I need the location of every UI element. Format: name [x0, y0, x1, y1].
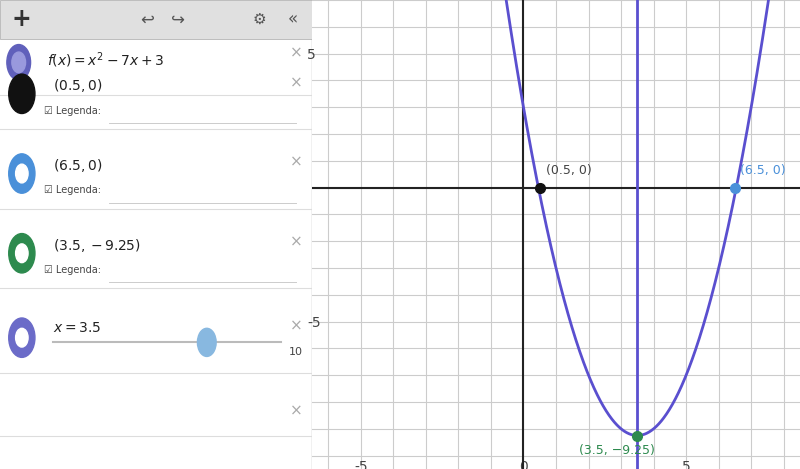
Text: (3.5, −9.25): (3.5, −9.25) — [578, 444, 654, 457]
Circle shape — [16, 244, 28, 263]
Circle shape — [198, 328, 216, 356]
Text: ×: × — [290, 46, 302, 61]
Text: +: + — [12, 8, 32, 31]
Circle shape — [12, 52, 26, 73]
Circle shape — [9, 74, 35, 113]
Text: ☑ Legenda:: ☑ Legenda: — [44, 265, 101, 275]
Text: ☑ Legenda:: ☑ Legenda: — [44, 185, 101, 195]
Circle shape — [16, 328, 28, 347]
Text: ×: × — [290, 155, 302, 170]
Text: ⚙: ⚙ — [252, 12, 266, 27]
Text: $(0.5,0)$: $(0.5,0)$ — [53, 77, 102, 94]
Text: 10: 10 — [289, 347, 302, 357]
Text: $x = 3.5$: $x = 3.5$ — [53, 321, 102, 335]
Text: «: « — [288, 10, 298, 29]
Text: ↩: ↩ — [140, 10, 154, 29]
Text: $f(x) = x^2 - 7x + 3$: $f(x) = x^2 - 7x + 3$ — [46, 51, 164, 70]
Circle shape — [7, 45, 30, 80]
Text: ×: × — [290, 75, 302, 90]
Circle shape — [9, 234, 35, 273]
Text: (6.5, 0): (6.5, 0) — [740, 164, 786, 177]
FancyBboxPatch shape — [0, 0, 312, 39]
Text: ×: × — [290, 319, 302, 334]
Text: -10: -10 — [13, 347, 30, 357]
Circle shape — [9, 154, 35, 193]
Circle shape — [9, 318, 35, 357]
Text: $(3.5,-9.25)$: $(3.5,-9.25)$ — [53, 237, 141, 254]
Text: ☑ Legenda:: ☑ Legenda: — [44, 106, 101, 115]
Circle shape — [16, 164, 28, 183]
Text: ×: × — [290, 403, 302, 418]
Text: (0.5, 0): (0.5, 0) — [546, 164, 592, 177]
Text: ↪: ↪ — [171, 10, 185, 29]
Text: $(6.5,0)$: $(6.5,0)$ — [53, 157, 102, 174]
Text: ×: × — [290, 234, 302, 250]
